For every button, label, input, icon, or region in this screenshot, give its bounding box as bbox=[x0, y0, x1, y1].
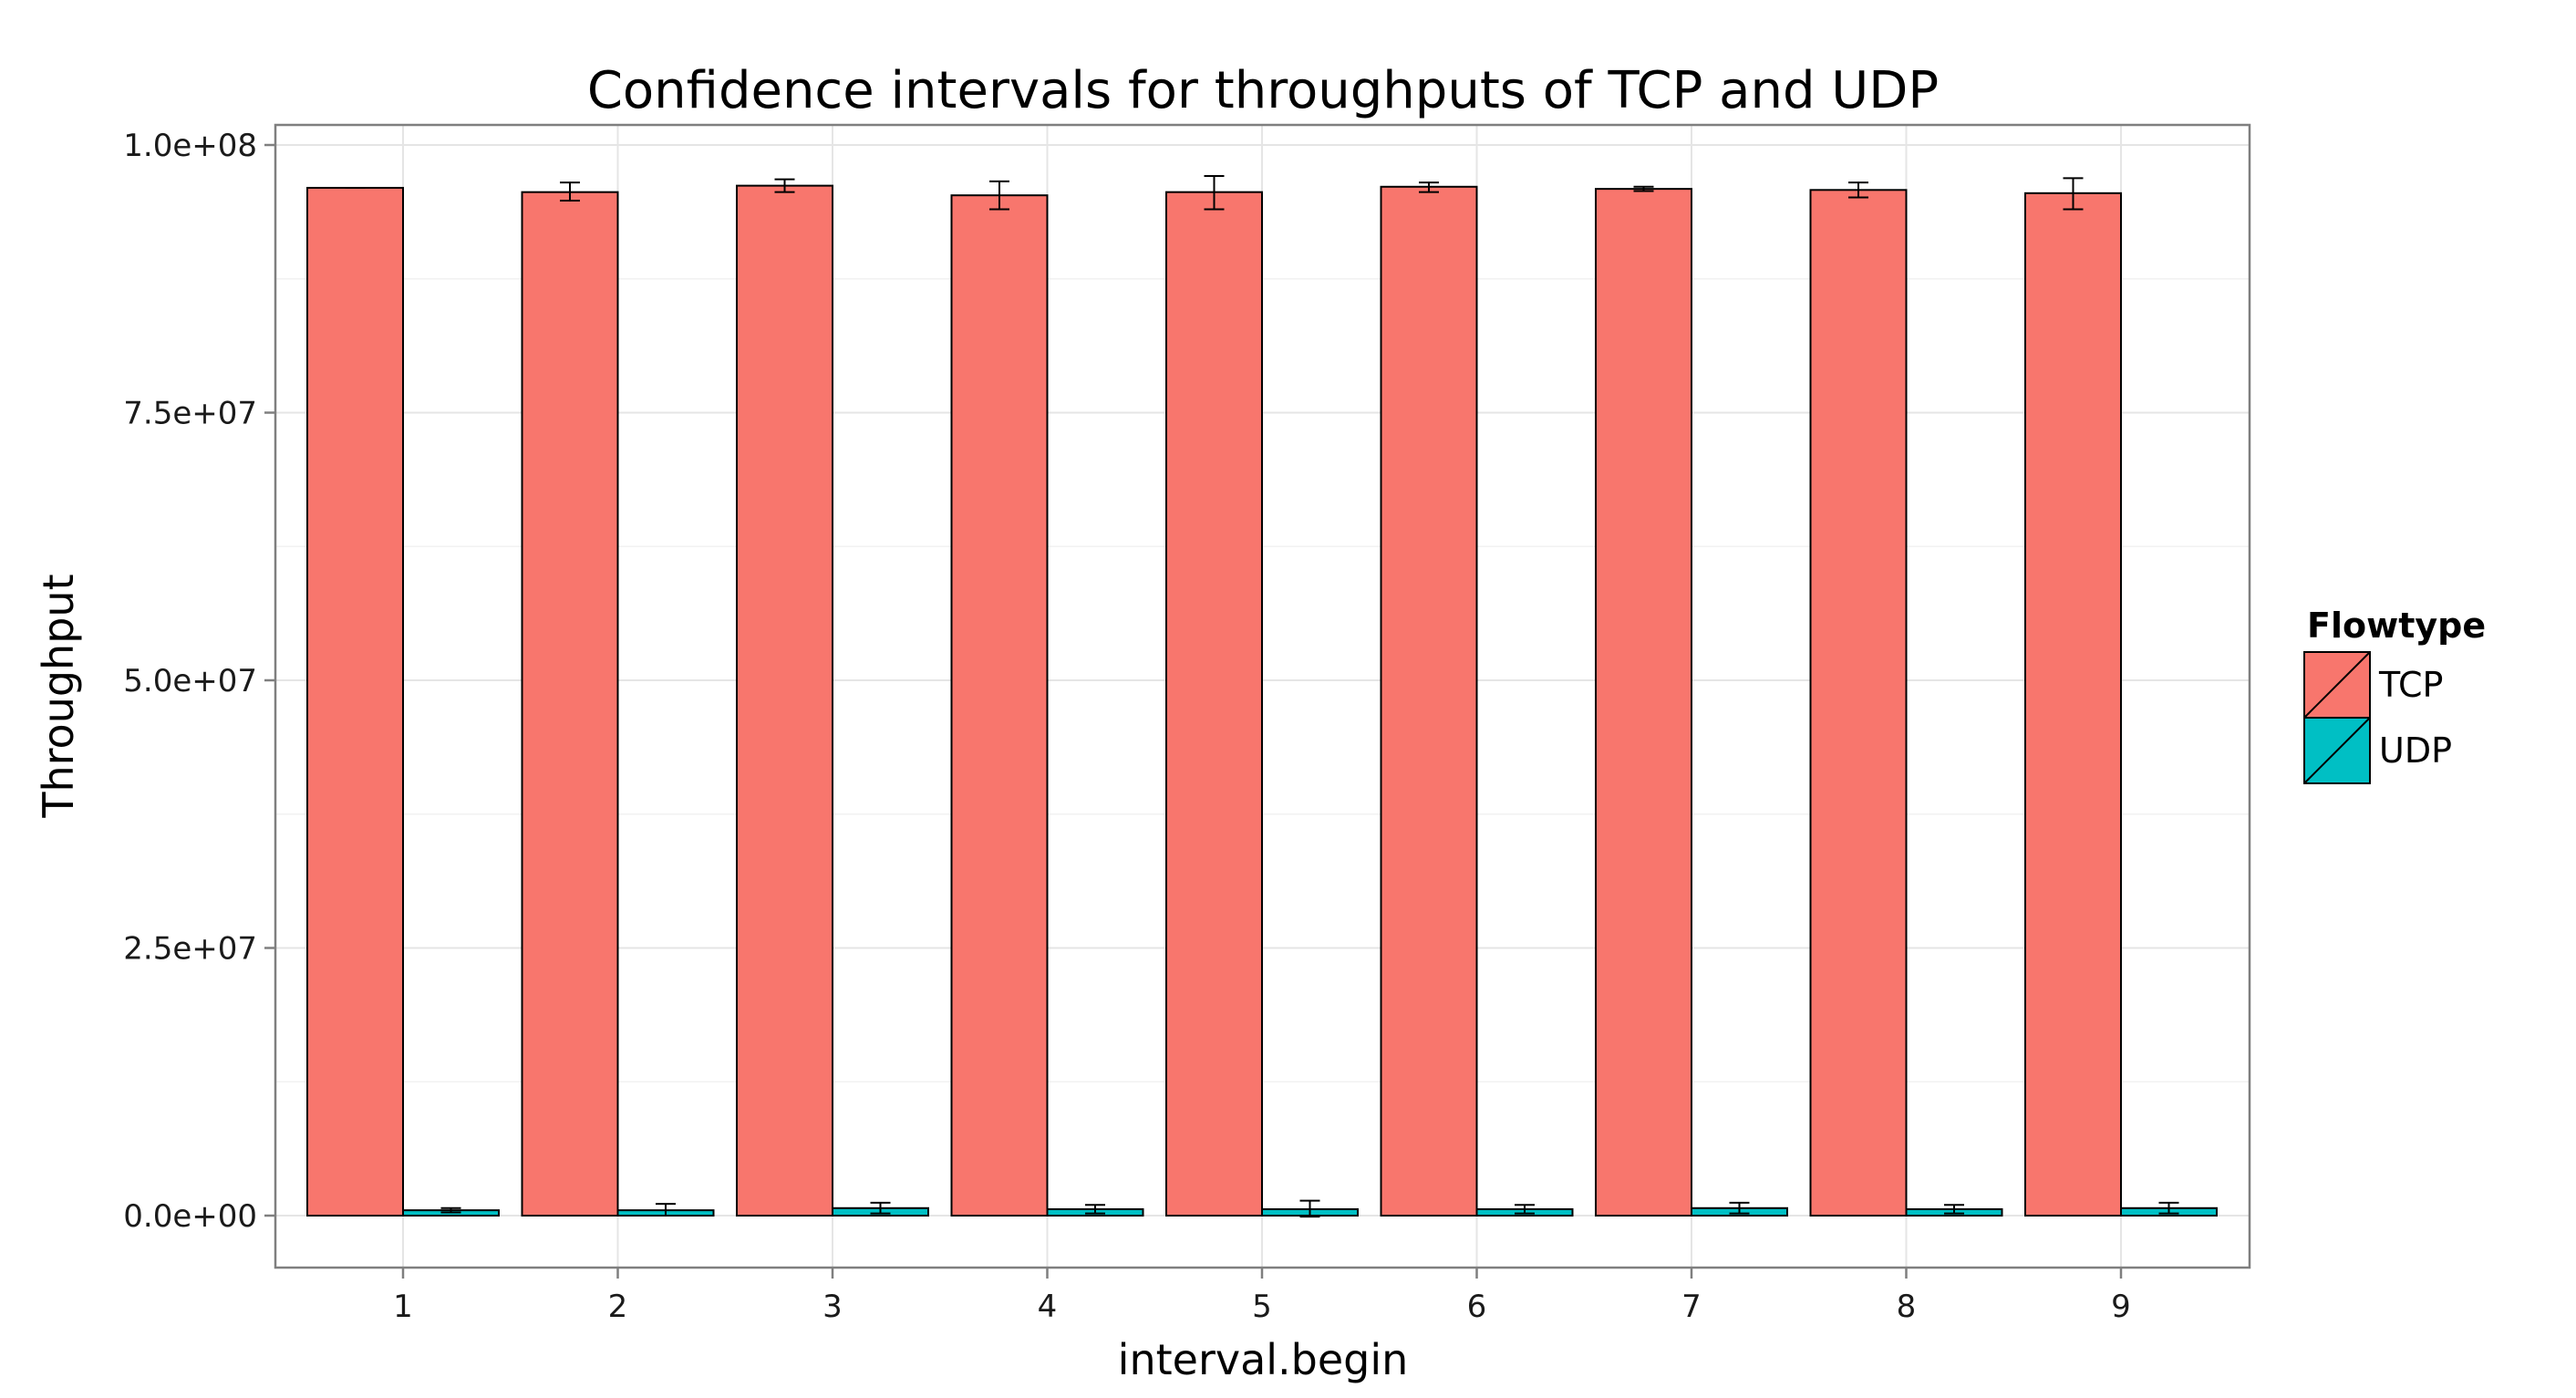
x-axis-title: interval.begin bbox=[1118, 1335, 1409, 1384]
x-tick-label: 3 bbox=[822, 1289, 843, 1325]
errorbar-udp-6 bbox=[1515, 1204, 1535, 1215]
legend-label-tcp: TCP bbox=[2378, 665, 2443, 705]
x-tick-label: 9 bbox=[2111, 1289, 2131, 1325]
errorbar-tcp-5 bbox=[1204, 175, 1225, 211]
x-axis: 1 2 3 4 5 6 7 8 9 bbox=[393, 1268, 2131, 1325]
y-tick-label: 7.5e+07 bbox=[123, 396, 257, 432]
x-tick-label: 2 bbox=[608, 1289, 628, 1325]
y-axis: 0.0e+00 2.5e+07 5.0e+07 7.5e+07 1.0e+08 bbox=[123, 128, 275, 1235]
bar-tcp-6 bbox=[1380, 185, 1478, 1217]
legend-title: Flowtype bbox=[2307, 606, 2486, 646]
errorbar-tcp-6 bbox=[1419, 181, 1439, 193]
legend-item-tcp: TCP bbox=[2303, 651, 2443, 719]
x-tick-label: 5 bbox=[1252, 1289, 1272, 1325]
y-tick-label: 0.0e+00 bbox=[123, 1198, 257, 1235]
legend: Flowtype TCP UDP bbox=[2303, 606, 2486, 784]
legend-item-udp: UDP bbox=[2303, 717, 2452, 784]
errorbar-udp-8 bbox=[1944, 1204, 1964, 1215]
error-bars bbox=[345, 175, 2179, 1218]
y-axis-title: Throughput bbox=[34, 574, 83, 818]
bars bbox=[306, 184, 2218, 1217]
errorbar-udp-1 bbox=[440, 1206, 461, 1214]
x-tick-label: 1 bbox=[393, 1289, 413, 1325]
errorbar-udp-2 bbox=[656, 1203, 676, 1217]
errorbar-tcp-2 bbox=[560, 181, 580, 202]
bar-tcp-5 bbox=[1165, 191, 1263, 1217]
bar-tcp-3 bbox=[736, 184, 833, 1217]
errorbar-tcp-9 bbox=[2063, 177, 2084, 211]
errorbar-tcp-7 bbox=[1633, 185, 1654, 192]
x-tick-label: 6 bbox=[1467, 1289, 1487, 1325]
bar-tcp-9 bbox=[2024, 192, 2122, 1217]
errorbar-udp-7 bbox=[1729, 1201, 1750, 1215]
bar-tcp-2 bbox=[521, 191, 619, 1217]
y-tick-label: 5.0e+07 bbox=[123, 663, 257, 699]
bar-tcp-7 bbox=[1595, 188, 1692, 1217]
bar-tcp-8 bbox=[1809, 189, 1908, 1217]
bar-tcp-1 bbox=[306, 186, 404, 1217]
errorbar-udp-4 bbox=[1085, 1204, 1105, 1215]
x-tick-label: 8 bbox=[1897, 1289, 1917, 1325]
y-tick-label: 1.0e+08 bbox=[123, 128, 257, 164]
errorbar-udp-5 bbox=[1299, 1199, 1320, 1218]
bar-tcp-4 bbox=[950, 194, 1049, 1217]
y-tick-label: 2.5e+07 bbox=[123, 931, 257, 968]
errorbar-tcp-4 bbox=[989, 180, 1009, 211]
errorbar-tcp-8 bbox=[1848, 181, 1868, 199]
errorbar-udp-3 bbox=[870, 1201, 891, 1215]
errorbar-udp-9 bbox=[2158, 1201, 2179, 1215]
errorbar-tcp-3 bbox=[774, 178, 795, 193]
legend-label-udp: UDP bbox=[2379, 730, 2452, 771]
x-tick-label: 7 bbox=[1681, 1289, 1702, 1325]
x-tick-label: 4 bbox=[1038, 1289, 1058, 1325]
chart-title: Confidence intervals for throughputs of … bbox=[587, 61, 1939, 120]
